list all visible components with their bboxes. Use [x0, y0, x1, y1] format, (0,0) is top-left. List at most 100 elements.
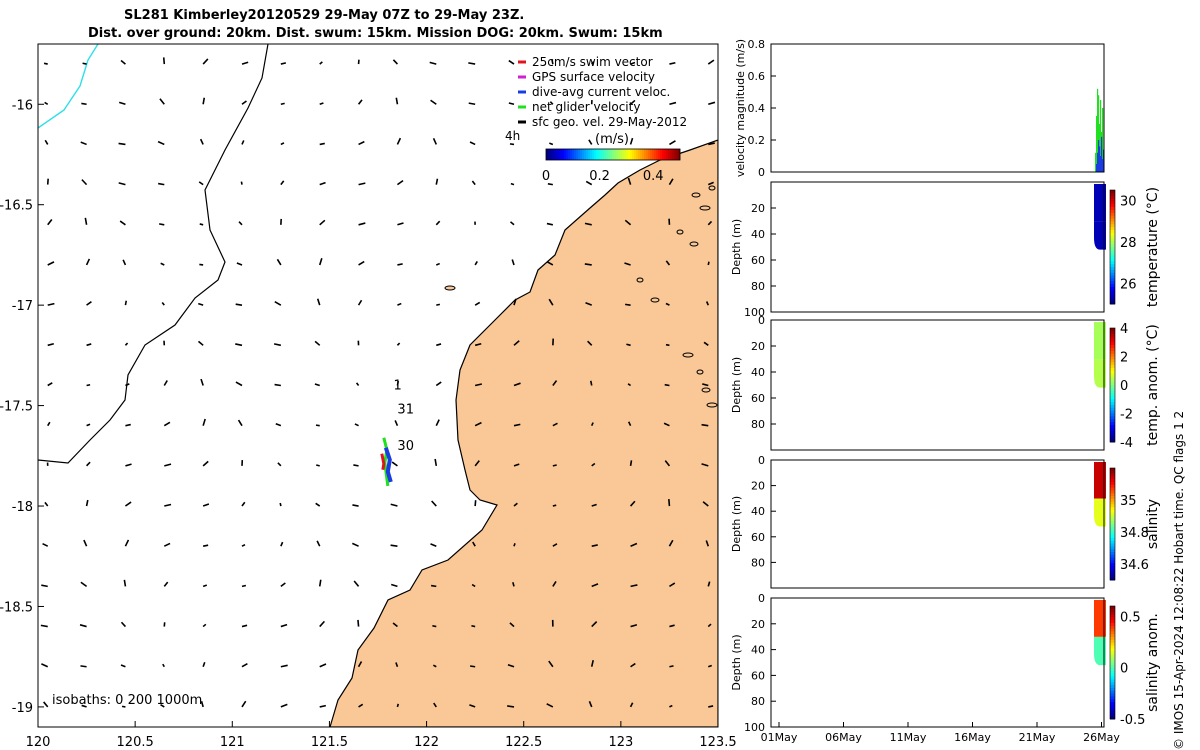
colorbar-cell [626, 149, 629, 160]
geo-velocity-arrow [352, 504, 359, 507]
y-tick-label: 40 [751, 228, 765, 241]
geo-velocity-arrow [397, 302, 402, 306]
y-tick-label: 0 [758, 166, 765, 179]
colorbar-cell [1110, 651, 1115, 655]
colorbar-cell [1110, 620, 1115, 624]
colorbar-cell [1110, 577, 1115, 581]
geo-velocity-arrow [120, 621, 127, 628]
velocity-bar [1099, 146, 1101, 172]
geo-velocity-arrow [591, 61, 595, 65]
geo-velocity-arrow [707, 261, 710, 266]
colorbar-cell [1110, 637, 1115, 641]
geo-velocity-arrow [630, 542, 638, 547]
geo-velocity-arrow [668, 499, 671, 507]
colorbar-cell [1110, 247, 1115, 251]
colorbar-cell [590, 149, 593, 160]
colorbar-cell [570, 149, 573, 160]
geo-velocity-arrow [702, 501, 709, 507]
x-tick-label: 122 [414, 735, 439, 750]
colorbar-cell [1110, 252, 1115, 257]
geo-velocity-arrow [319, 704, 327, 708]
isobaths-label: isobaths: 0 200 1000m [52, 693, 202, 708]
x-tick-label: 26May [1083, 731, 1120, 744]
geo-velocity-arrow [392, 59, 399, 65]
y-tick-label: -17 [12, 299, 33, 314]
geo-velocity-arrow [41, 584, 48, 588]
geo-velocity-arrow [549, 101, 554, 105]
geo-velocity-arrow [510, 182, 515, 186]
geo-velocity-arrow [474, 342, 482, 347]
geo-velocity-arrow [392, 622, 398, 628]
geo-velocity-arrow [474, 383, 483, 387]
y-tick-label: 0.8 [748, 38, 766, 51]
colorbar-cell [1110, 430, 1115, 434]
geo-velocity-arrow [241, 624, 248, 628]
colorbar-tick-label: -0.5 [1120, 713, 1145, 728]
geo-velocity-arrow [319, 181, 326, 186]
colorbar-cell [1110, 702, 1115, 706]
geo-velocity-arrow [591, 621, 598, 628]
geo-velocity-arrow [591, 503, 597, 507]
geo-velocity-arrow [436, 303, 441, 306]
geo-velocity-arrow [318, 258, 323, 266]
colorbar-tick-label: 34.6 [1120, 558, 1149, 573]
colorbar-cell [1110, 611, 1115, 615]
colorbar-cell [1110, 367, 1115, 372]
colorbar-cell [1110, 359, 1115, 363]
geo-velocity-arrow [396, 179, 404, 186]
geo-velocity-arrow [584, 263, 592, 266]
geo-velocity-arrow [47, 343, 54, 347]
colorbar-cell [628, 149, 631, 160]
geo-velocity-arrow [629, 500, 636, 507]
geo-velocity-arrow [668, 178, 674, 186]
geo-velocity-arrow [202, 503, 210, 507]
colorbar-cell [1110, 625, 1115, 630]
geo-velocity-arrow [81, 704, 87, 708]
geo-velocity-arrow [241, 140, 245, 145]
geo-velocity-arrow [202, 544, 209, 547]
profile-cell [1094, 462, 1106, 499]
geo-velocity-arrow [507, 663, 515, 668]
geo-velocity-arrow [123, 579, 127, 587]
geo-velocity-arrow [588, 139, 593, 145]
colorbar-cell [624, 149, 627, 160]
colorbar-cell [1110, 330, 1115, 335]
colorbar-cell [1110, 284, 1115, 288]
current-velocity-track [383, 447, 393, 483]
colorbar-cell [1110, 255, 1115, 259]
geo-velocity-arrow [280, 180, 285, 186]
geo-velocity-arrow [432, 137, 438, 145]
geo-velocity-arrow [202, 623, 207, 628]
colorbar-cell [676, 149, 679, 160]
island [706, 402, 718, 408]
geo-velocity-arrow [512, 582, 515, 587]
x-tick-label: 122.5 [505, 735, 542, 750]
chart-subtitle: Dist. over ground: 20km. Dist. swum: 15k… [88, 26, 663, 41]
panel-frame [770, 181, 1105, 313]
y-tick-label: 0 [758, 314, 765, 327]
colorbar-cell [1110, 232, 1115, 237]
geo-velocity-arrow [391, 461, 398, 467]
colorbar-cell [1110, 515, 1115, 519]
colorbar-cell [1110, 235, 1115, 239]
geo-velocity-arrow [669, 101, 677, 106]
colorbar-cell [1110, 690, 1115, 695]
geo-velocity-arrow [474, 301, 481, 306]
colorbar-tick-label: 0 [1120, 662, 1128, 677]
panel-frame [770, 319, 1105, 451]
colorbar-frame [1109, 605, 1116, 720]
colorbar-cell [1110, 699, 1115, 703]
colorbar-cell [1110, 512, 1115, 517]
geo-velocity-arrow [353, 464, 359, 467]
colorbar-cell [584, 149, 587, 160]
geo-velocity-arrow [47, 421, 51, 427]
colorbar-cell [1110, 563, 1115, 567]
geo-velocity-arrow [471, 583, 476, 588]
colorbar-cell [642, 149, 645, 160]
geo-velocity-arrow [314, 340, 321, 346]
y-tick-label: 40 [751, 644, 765, 657]
y-tick-label: -16 [12, 98, 33, 113]
colorbar-cell [1110, 679, 1115, 683]
